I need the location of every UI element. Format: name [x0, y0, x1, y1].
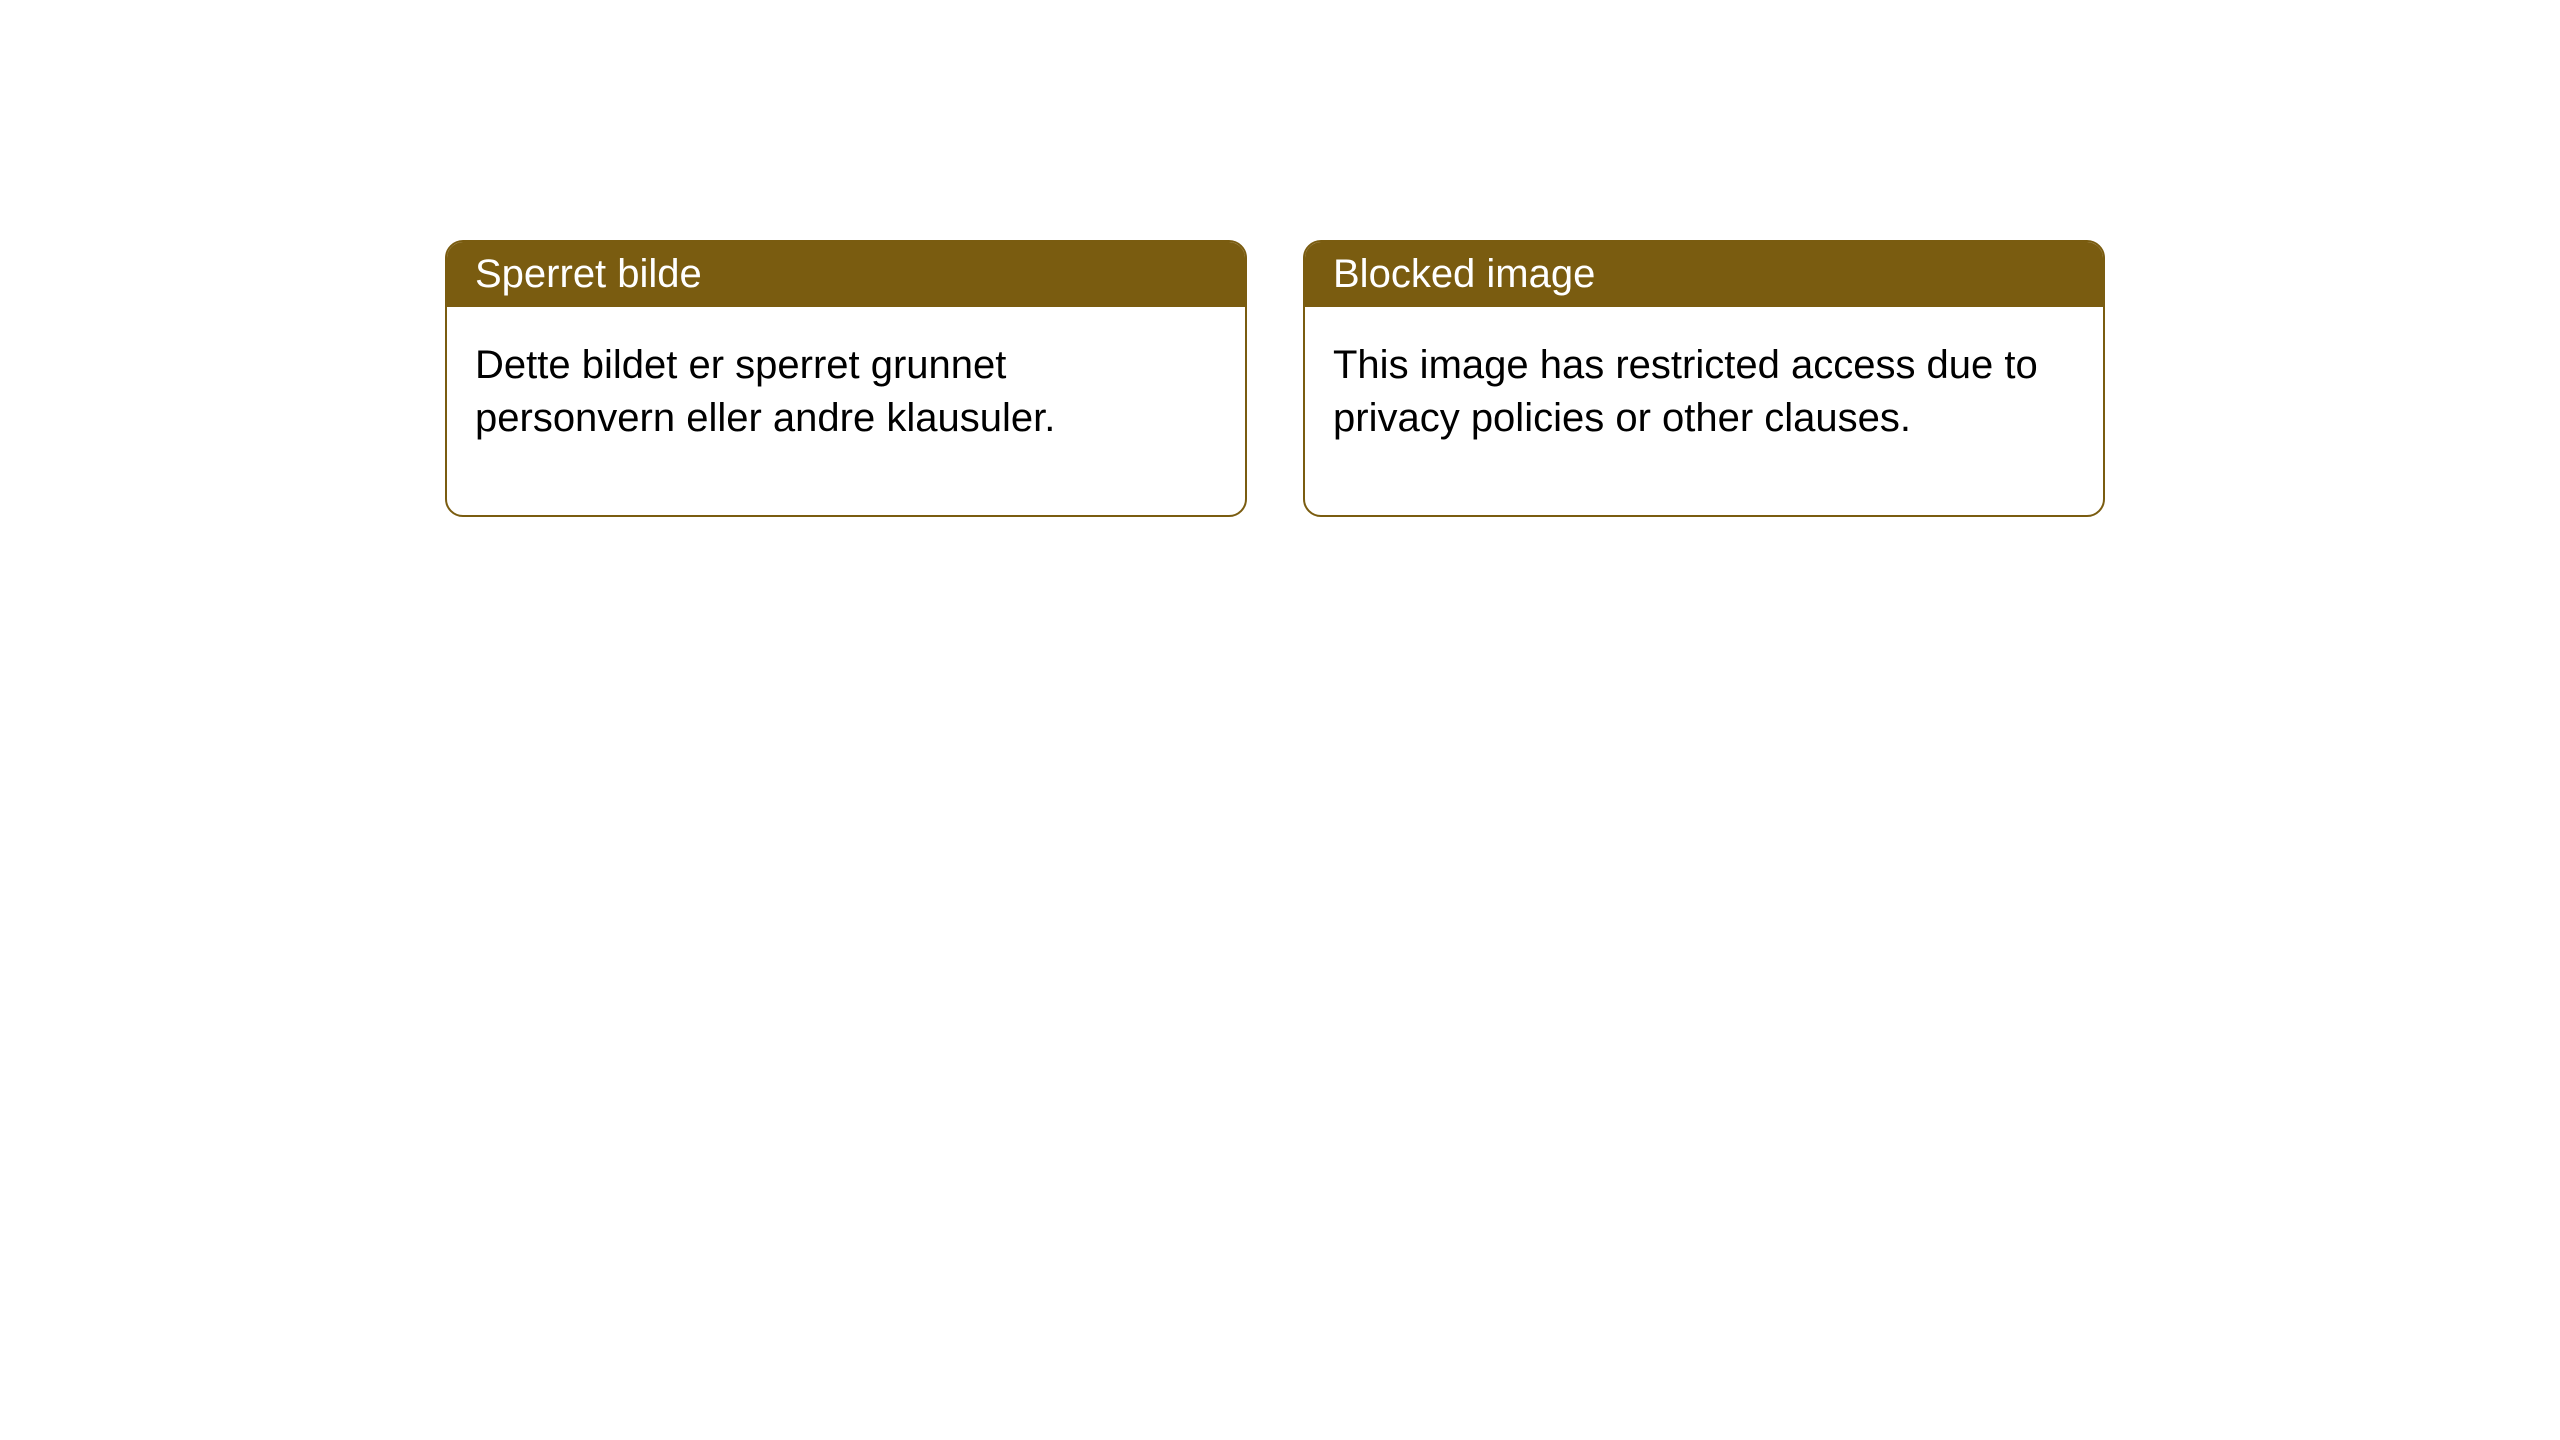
notice-card-english: Blocked image This image has restricted …: [1303, 240, 2105, 517]
notice-body: Dette bildet er sperret grunnet personve…: [447, 307, 1245, 515]
notice-card-norwegian: Sperret bilde Dette bildet er sperret gr…: [445, 240, 1247, 517]
notice-body: This image has restricted access due to …: [1305, 307, 2103, 515]
notice-header: Sperret bilde: [447, 242, 1245, 307]
notice-header: Blocked image: [1305, 242, 2103, 307]
notice-container: Sperret bilde Dette bildet er sperret gr…: [445, 240, 2105, 517]
